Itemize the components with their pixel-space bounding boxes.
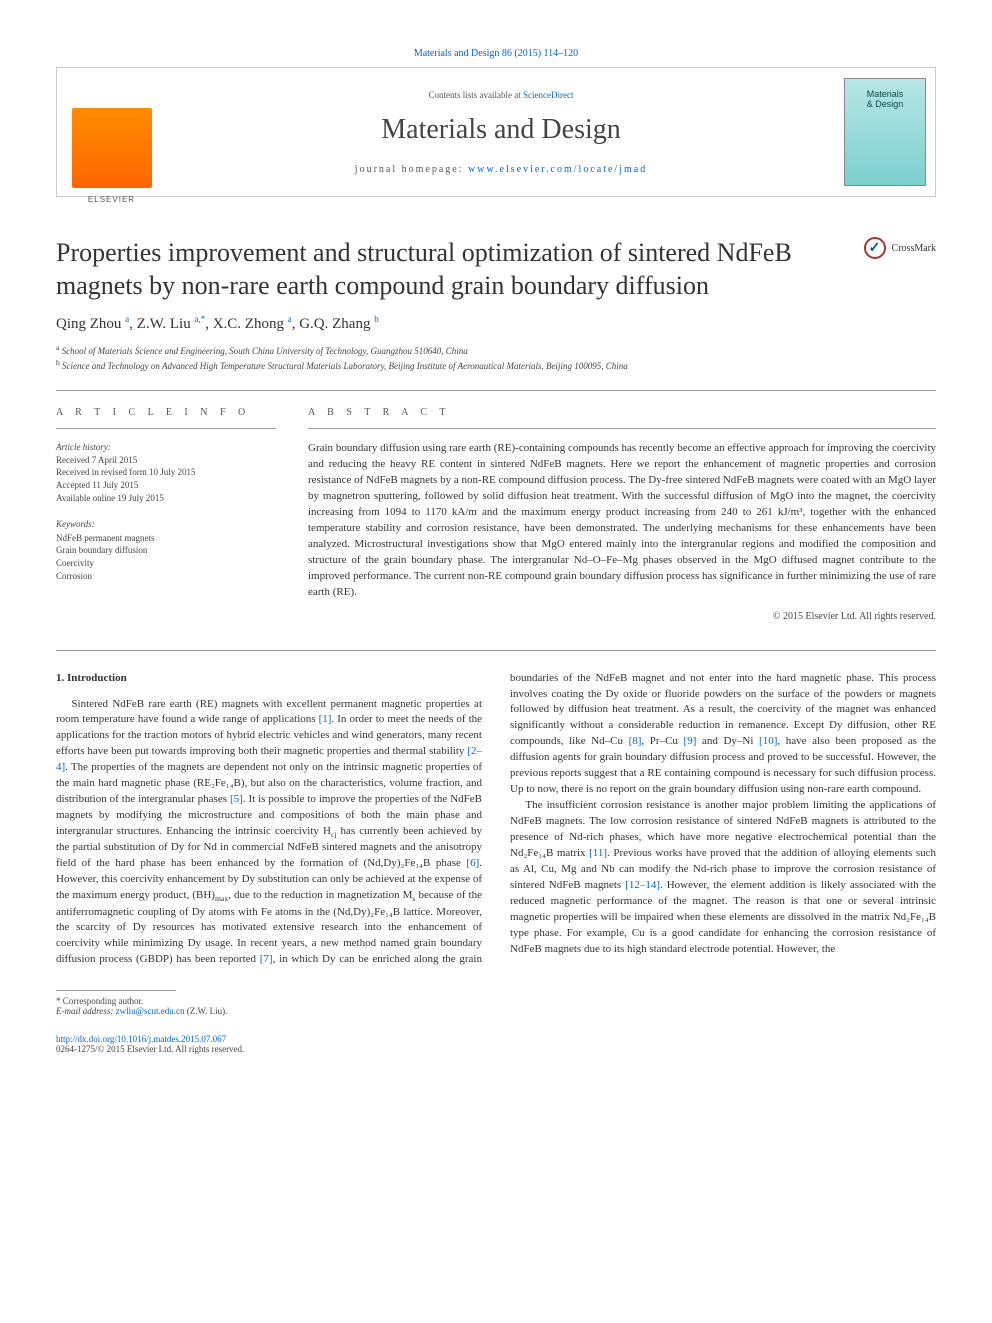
ref-12-14[interactable]: [12–14] (625, 879, 660, 891)
sciencedirect-link[interactable]: ScienceDirect (523, 90, 573, 100)
corresponding-email[interactable]: zwliu@scut.edu.cn (116, 1006, 185, 1016)
cover-line1: Materials (867, 89, 904, 99)
contents-prefix: Contents lists available at (429, 90, 523, 100)
ref-7[interactable]: [7] (260, 953, 273, 965)
keywords-label: Keywords: (56, 518, 276, 531)
body-columns: 1. Introduction Sintered NdFeB rare eart… (56, 650, 936, 969)
body-text: , due to the reduction in magnetization … (228, 889, 412, 901)
affiliation-b: Science and Technology on Advanced High … (62, 361, 628, 371)
corr-text: Corresponding author. (63, 996, 144, 1006)
history-revised: Received in revised form 10 July 2015 (56, 466, 276, 479)
homepage-prefix: journal homepage: (355, 164, 468, 175)
section-1-heading: 1. Introduction (56, 671, 482, 687)
doi-block: http://dx.doi.org/10.1016/j.matdes.2015.… (56, 1034, 936, 1054)
doi-link[interactable]: http://dx.doi.org/10.1016/j.matdes.2015.… (56, 1034, 226, 1044)
ref-1[interactable]: [1] (319, 713, 332, 725)
history-received: Received 7 April 2015 (56, 454, 276, 467)
crossmark-badge[interactable]: ✓ CrossMark (864, 237, 936, 259)
ref-10[interactable]: [10] (759, 735, 777, 747)
abstract-copyright: © 2015 Elsevier Ltd. All rights reserved… (308, 611, 936, 622)
history-block: Article history: Received 7 April 2015 R… (56, 441, 276, 504)
abstract-panel: A B S T R A C T Grain boundary diffusion… (308, 407, 936, 621)
journal-header: Contents lists available at ScienceDirec… (56, 67, 936, 197)
cover-line2: & Design (867, 99, 904, 109)
ref-6[interactable]: [6] (466, 857, 479, 869)
elsevier-tree-icon (72, 108, 152, 188)
history-online: Available online 19 July 2015 (56, 492, 276, 505)
crossmark-label: CrossMark (892, 243, 936, 254)
footer-divider (56, 990, 176, 991)
corr-marker: * (56, 996, 63, 1006)
journal-name: Materials and Design (381, 114, 621, 146)
body-text: , Pr–Cu (641, 735, 683, 747)
affiliation-a: School of Materials Science and Engineer… (62, 346, 468, 356)
authors-line: Qing Zhou a, Z.W. Liu a,*, X.C. Zhong a,… (56, 314, 936, 333)
keyword: Grain boundary diffusion (56, 544, 276, 557)
journal-cover-thumb: Materials & Design (844, 78, 926, 186)
article-info-header: A R T I C L E I N F O (56, 407, 276, 429)
citation-link[interactable]: Materials and Design 86 (2015) 114–120 (414, 48, 578, 59)
keyword: Corrosion (56, 570, 276, 583)
body-p2: The insufficient corrosion resistance is… (510, 798, 936, 957)
history-label: Article history: (56, 441, 276, 454)
email-label: E-mail address: (56, 1006, 116, 1016)
issn-copyright: 0264-1275/© 2015 Elsevier Ltd. All right… (56, 1044, 936, 1054)
contents-lists-line: Contents lists available at ScienceDirec… (429, 90, 574, 100)
ref-11[interactable]: [11] (589, 847, 607, 859)
ref-8[interactable]: [8] (629, 735, 642, 747)
publisher-logo-cell (57, 68, 167, 196)
article-info-panel: A R T I C L E I N F O Article history: R… (56, 407, 276, 621)
corresponding-author-footer: * Corresponding author. E-mail address: … (56, 984, 936, 1016)
homepage-link[interactable]: www.elsevier.com/locate/jmad (468, 164, 647, 175)
citation-line: Materials and Design 86 (2015) 114–120 (56, 48, 936, 59)
abstract-text: Grain boundary diffusion using rare eart… (308, 441, 936, 600)
history-accepted: Accepted 11 July 2015 (56, 479, 276, 492)
header-center: Contents lists available at ScienceDirec… (167, 68, 835, 196)
homepage-line: journal homepage: www.elsevier.com/locat… (355, 164, 647, 175)
elsevier-logo (72, 108, 152, 188)
abstract-header: A B S T R A C T (308, 407, 936, 429)
ref-9[interactable]: [9] (684, 735, 697, 747)
keyword: Coercivity (56, 557, 276, 570)
body-sub: max (215, 894, 228, 903)
keywords-block: Keywords: NdFeB permanent magnets Grain … (56, 518, 276, 582)
cover-thumb-cell: Materials & Design (835, 68, 935, 196)
ref-5[interactable]: [5] (230, 793, 243, 805)
crossmark-icon: ✓ (864, 237, 886, 259)
affiliations: a School of Materials Science and Engine… (56, 343, 936, 372)
email-who: (Z.W. Liu). (184, 1006, 227, 1016)
keyword: NdFeB permanent magnets (56, 532, 276, 545)
article-title: Properties improvement and structural op… (56, 237, 848, 302)
body-text: and Dy–Ni (696, 735, 759, 747)
